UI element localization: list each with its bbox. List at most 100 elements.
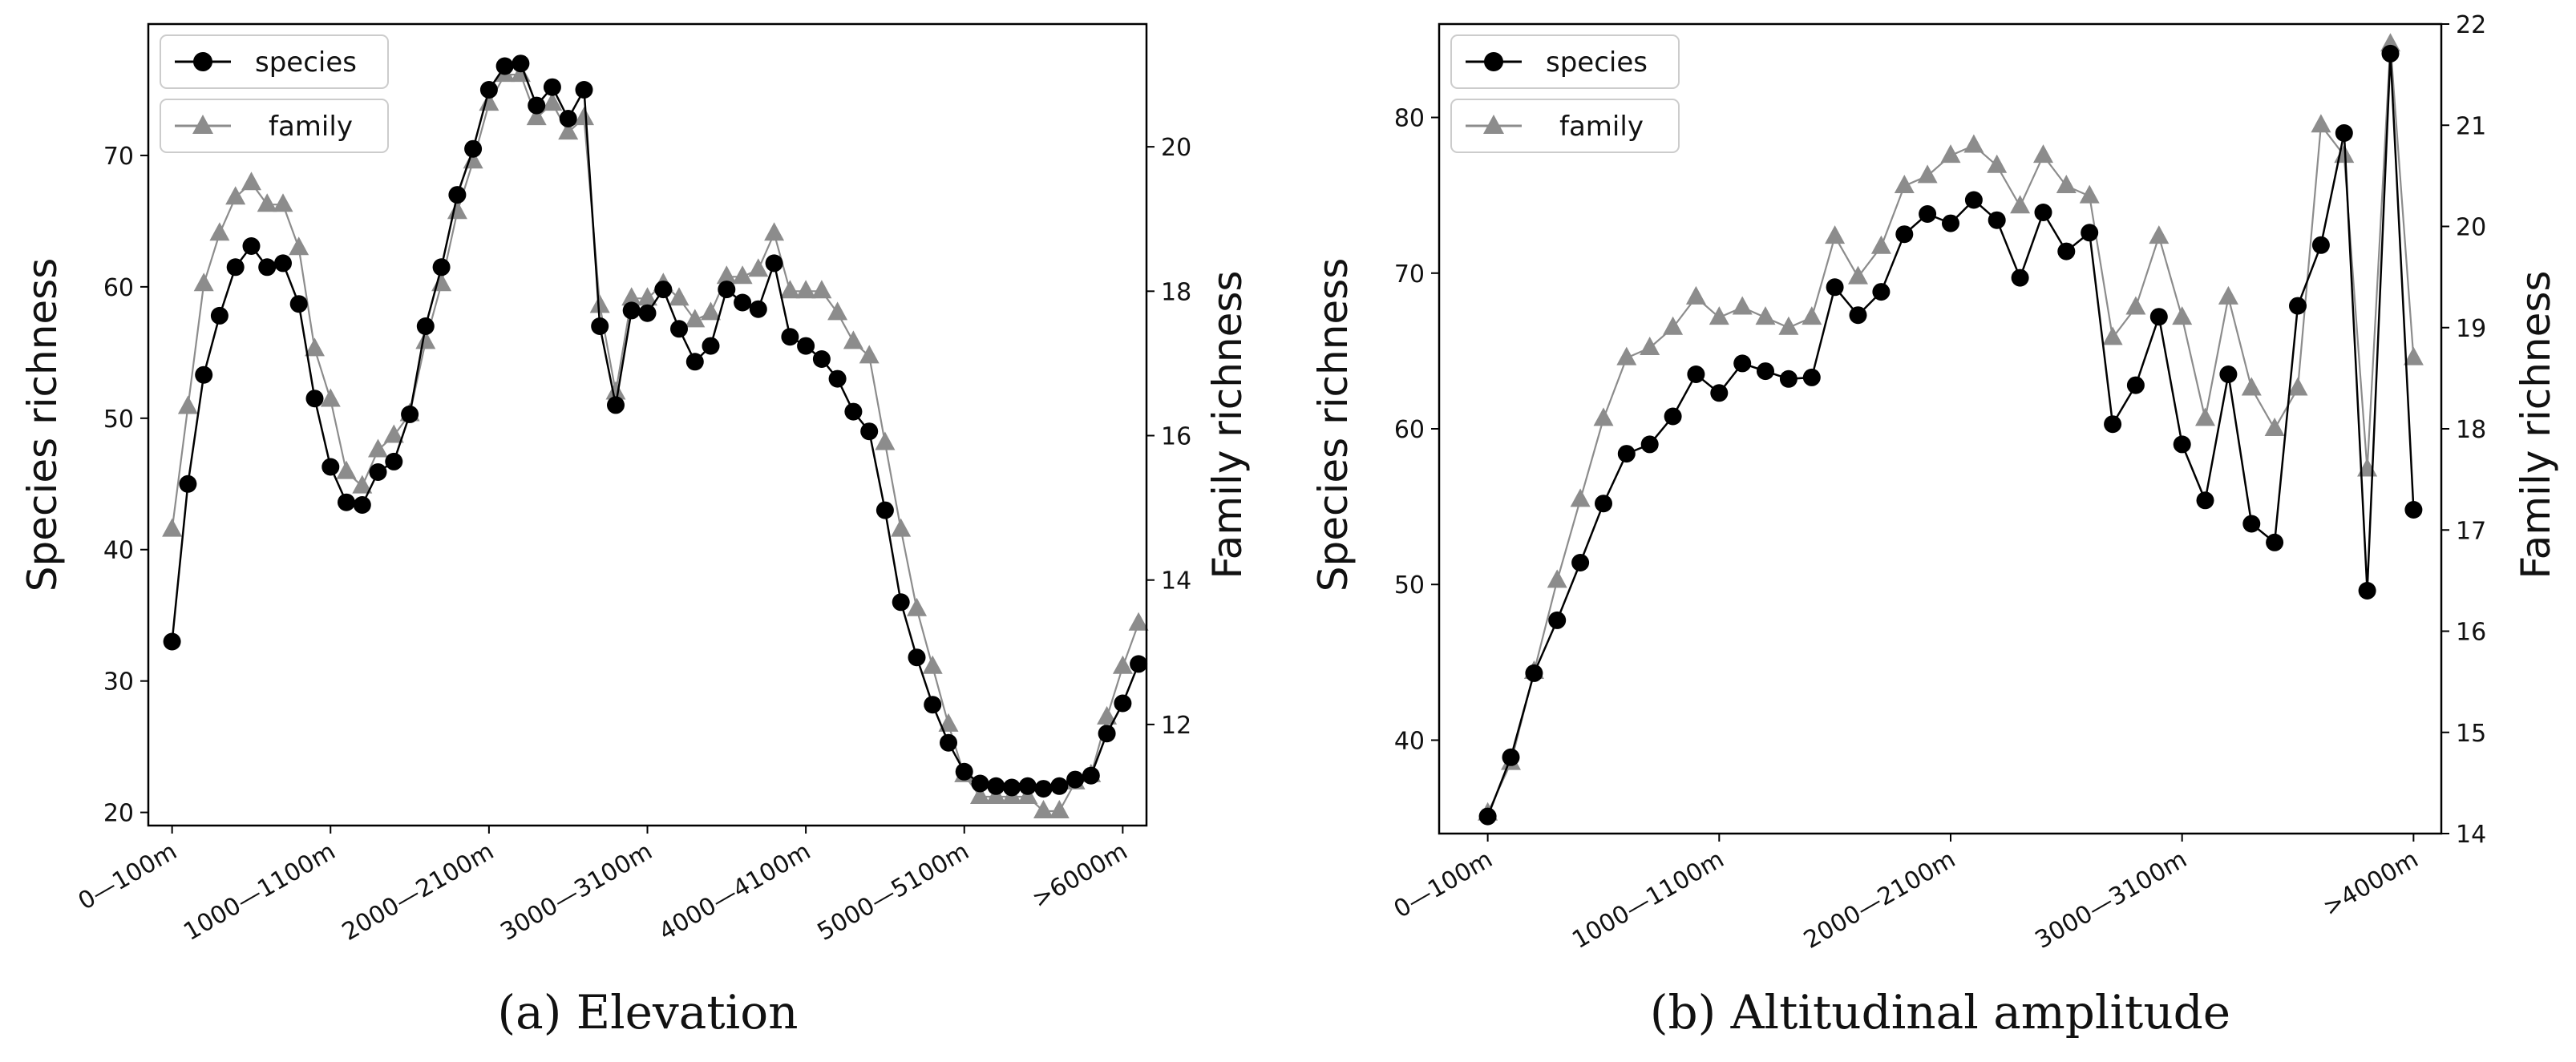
species-point [828, 369, 847, 388]
species-point [2081, 224, 2099, 242]
family-point [907, 597, 927, 616]
species-point [1802, 368, 1821, 386]
species-point [258, 258, 277, 277]
y-tick-label-right: 18 [1161, 278, 1191, 306]
family-point [1940, 144, 1961, 164]
family-point [1732, 296, 1753, 315]
family-point [1616, 346, 1637, 365]
y-tick-label-left: 60 [1394, 416, 1425, 444]
y-tick-label-left: 80 [1394, 105, 1425, 133]
y-tick-label-right: 15 [2456, 720, 2486, 748]
species-point [2126, 376, 2145, 394]
legend-marker-species [193, 52, 212, 71]
species-point [749, 300, 767, 318]
species-point [1018, 777, 1037, 795]
family-point [241, 172, 261, 191]
family-point [193, 273, 214, 292]
legend-marker-family [1483, 115, 1504, 134]
panel-elevation: 20304050607012141618200—100m1000—1100m20… [19, 22, 1251, 1040]
family-point [1802, 306, 1822, 325]
family-point [2125, 296, 2146, 315]
family-point [2195, 407, 2215, 426]
species-point [1988, 211, 2006, 229]
y-tick-label-left: 30 [103, 668, 134, 697]
species-point [1050, 777, 1069, 795]
species-point [1502, 748, 1520, 766]
species-point [1066, 770, 1085, 789]
family-point [795, 280, 816, 299]
y-tick-label-left: 40 [1394, 727, 1425, 755]
species-point [1733, 354, 1752, 373]
species-point [575, 81, 593, 99]
species-point [2335, 124, 2353, 142]
species-point [718, 281, 736, 299]
family-point [843, 330, 863, 349]
species-point [2173, 435, 2191, 454]
family-point [383, 424, 404, 443]
species-point [892, 593, 910, 612]
family-point [2403, 346, 2424, 365]
family-point [1033, 800, 1053, 818]
species-point [607, 396, 625, 414]
species-point [797, 337, 815, 355]
species-point [2219, 365, 2238, 383]
family-point [257, 193, 277, 212]
family-point [716, 265, 737, 285]
species-point [464, 139, 483, 158]
family-point [732, 265, 753, 285]
species-point [195, 365, 213, 384]
species-point [844, 402, 863, 421]
species-point [321, 458, 340, 476]
family-point [1917, 164, 1938, 184]
species-point [369, 463, 387, 481]
family-point [2149, 225, 2170, 244]
family-point [1709, 306, 1729, 325]
species-point [781, 328, 799, 346]
species-point [638, 304, 657, 322]
family-point [2264, 418, 2285, 436]
family-point [621, 287, 642, 306]
species-point [1710, 384, 1729, 402]
species-point [685, 353, 704, 371]
y-tick-label-left: 50 [103, 406, 134, 434]
y-tick-label-right: 14 [2456, 821, 2486, 849]
y-tick-label-left: 20 [103, 800, 134, 828]
family-point [225, 186, 246, 205]
species-point [2011, 269, 2029, 287]
species-point [495, 57, 514, 75]
species-point [2057, 242, 2076, 260]
family-point [1112, 655, 1133, 674]
species-point [1779, 369, 1798, 388]
family-point [1755, 306, 1776, 325]
family-point [289, 236, 309, 256]
species-point [734, 293, 752, 312]
family-point [637, 287, 657, 306]
species-point [1478, 807, 1497, 826]
species-point [353, 496, 371, 514]
legend-box-species [1450, 34, 1680, 89]
species-point [2311, 236, 2330, 254]
family-point [875, 431, 896, 450]
family-point [922, 655, 943, 674]
family-point [2241, 377, 2262, 396]
family-point [526, 107, 547, 126]
species-point [401, 405, 419, 423]
family-point [320, 388, 341, 407]
family-point [2102, 326, 2123, 345]
family-point [1685, 285, 1706, 305]
species-point [924, 696, 942, 714]
y-tick-label-right: 16 [2456, 619, 2486, 647]
family-point [336, 460, 357, 479]
species-point [1098, 725, 1116, 743]
family-point [669, 287, 689, 306]
species-point [305, 390, 324, 408]
y-tick-label-left: 70 [103, 143, 134, 171]
family-point [415, 330, 436, 349]
family-point [827, 301, 848, 321]
species-point [242, 237, 261, 255]
family-point [1987, 154, 2008, 173]
species-point [1919, 205, 1937, 223]
family-point [1663, 316, 1684, 335]
legend-box-species [160, 34, 389, 89]
family-point [605, 381, 626, 400]
